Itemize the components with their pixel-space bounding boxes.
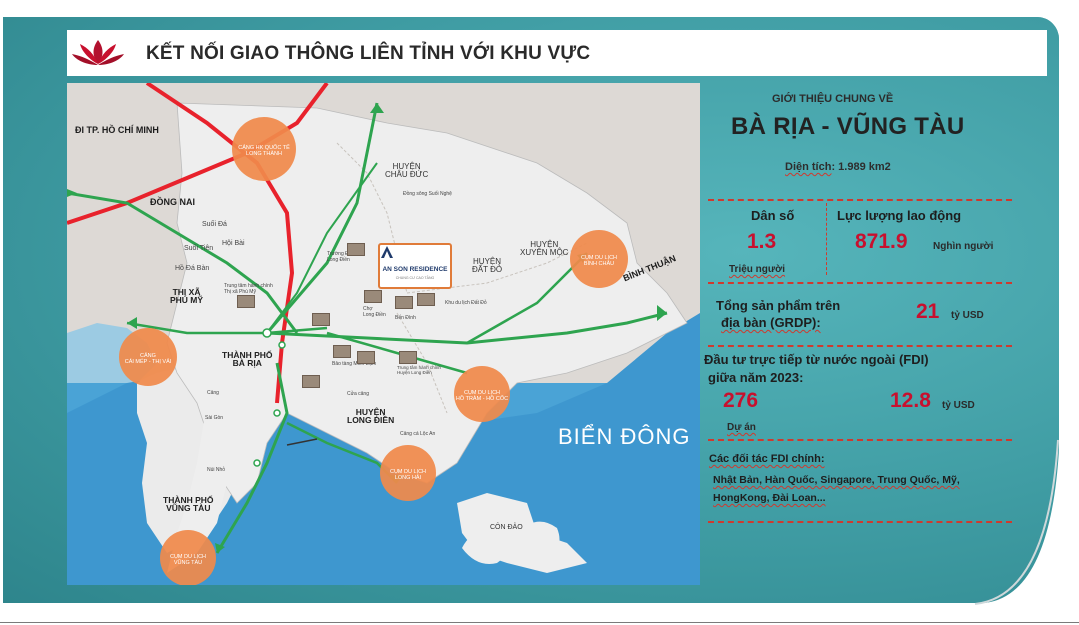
divider-vertical xyxy=(826,203,827,275)
fdi-label-line-1: Đầu tư trực tiếp từ nước ngoài (FDI) xyxy=(704,352,929,367)
info-panel: GIỚI THIỆU CHUNG VỀ BÀ RỊA - VŨNG TÀU Di… xyxy=(700,83,1050,583)
circle-airport-label: CẢNG HK QUỐC TẾ LONG THÀNH xyxy=(238,145,290,157)
place-cang: Cảng xyxy=(207,390,219,396)
circle-long-hai xyxy=(380,445,436,501)
divider xyxy=(708,345,1012,347)
label-thi-xa-phu-my: THỊ XÃ PHÚ MỸ xyxy=(170,287,204,305)
grdp-value: 21 xyxy=(916,300,940,323)
place-ho-da-ban: Hồ Đá Bàn xyxy=(175,265,210,272)
divider xyxy=(708,199,1012,201)
place-tthc-long-dien: Trung tâm hành chính Huyện Long Điền xyxy=(397,365,441,375)
fdi-label-line-2: giữa năm 2023: xyxy=(708,370,804,385)
population-unit: Triệu người xyxy=(729,264,786,275)
page-title: KẾT NỐI GIAO THÔNG LIÊN TỈNH VỚI KHU VỰC xyxy=(146,43,591,64)
divider xyxy=(708,439,1012,441)
circle-airport xyxy=(232,117,296,181)
divider xyxy=(708,282,1012,284)
place-nui-nho: Núi Nhỏ xyxy=(207,467,226,473)
place-suoi-tien: Suối Tiên xyxy=(184,245,214,252)
divider xyxy=(708,521,1012,523)
header-bar xyxy=(67,30,1047,76)
place-cang-ca-loc-an: Cảng cá Lộc An xyxy=(400,431,436,437)
label-tp-ba-ria: THÀNH PHỐ BÀ RỊA xyxy=(222,350,273,368)
photo-thumb xyxy=(347,243,365,256)
label-huyen-dat-do: HUYỆN ĐẤT ĐỎ xyxy=(472,257,503,274)
place-cua-cang: Cửa cảng xyxy=(347,391,369,397)
partners-label: Các đối tác FDI chính: xyxy=(709,453,825,465)
circle-ho-tram xyxy=(454,366,510,422)
place-ben-dinh: Bến Đình xyxy=(395,315,416,321)
fdi-projects-value: 276 xyxy=(723,389,759,412)
intro-label: GIỚI THIỆU CHUNG VỀ xyxy=(772,93,894,105)
fdi-unit: tỷ USD xyxy=(942,400,975,411)
photo-thumb xyxy=(302,375,320,388)
label-bien-dong: BIỂN ĐÔNG xyxy=(558,424,691,449)
circle-long-hai-label: CỤM DU LỊCH LONG HẢI xyxy=(389,469,427,481)
footer-rule xyxy=(0,622,1079,623)
grdp-unit: tỷ USD xyxy=(951,310,984,321)
map-graphic xyxy=(67,83,700,585)
label-di-tp-hcm: ĐI TP. HỒ CHÍ MINH xyxy=(75,125,159,135)
place-sai-gon: Sài Gòn xyxy=(205,415,224,421)
place-tthc-phu-my: Trung tâm hành chính Thị xã Phú Mỹ xyxy=(224,283,273,295)
population-label: Dân số xyxy=(751,208,795,223)
photo-thumb xyxy=(312,313,330,326)
label-huyen-long-dien: HUYỆN LONG ĐIỀN xyxy=(347,407,395,425)
photo-thumb xyxy=(395,296,413,309)
brand-subtitle: CHUNG CƯ CAO TẦNG xyxy=(395,276,435,280)
labor-value: 871.9 xyxy=(855,230,908,253)
place-cho-long-dien: Chợ Long Điền xyxy=(363,306,386,318)
place-suoi-da: Suối Đá xyxy=(202,221,227,228)
place-suoi-nghe: Đồng sông Suối Nghệ xyxy=(403,191,452,197)
labor-label: Lực lượng lao động xyxy=(837,208,962,223)
photo-thumb xyxy=(357,351,375,364)
place-du-lich-dat-do: Khu du lịch Đất Đỏ xyxy=(445,300,487,306)
circle-binh-chau-label: CỤM DU LỊCH BÌNH CHÂU xyxy=(580,255,618,267)
photo-thumb xyxy=(237,295,255,308)
regional-map: ĐI TP. HỒ CHÍ MINH ĐỒNG NAI BÌNH THUẬN B… xyxy=(67,83,700,585)
photo-thumb xyxy=(333,345,351,358)
circle-cai-mep xyxy=(119,328,177,386)
brand-mark-icon xyxy=(381,246,393,258)
area-label: Diện tích xyxy=(785,161,832,173)
place-bao-tang: Bảo tàng Minh Đạm xyxy=(332,361,377,367)
partners-line-1: Nhật Bản, Hàn Quốc, Singapore, Trung Quố… xyxy=(713,474,960,486)
population-value: 1.3 xyxy=(747,230,777,253)
label-huyen-chau-duc: HUYỆN CHÂU ĐỨC xyxy=(385,162,429,179)
circle-ho-tram-label: CỤM DU LỊCH HỒ TRÀM - HỒ CỐC xyxy=(455,390,509,402)
photo-thumb xyxy=(364,290,382,303)
grdp-label-line-2: địa bàn (GRDP): xyxy=(721,315,821,330)
fdi-value: 12.8 xyxy=(890,389,931,412)
photo-thumb xyxy=(399,351,417,364)
area-line: Diện tích: 1.989 km2 xyxy=(785,161,891,173)
grdp-label-text: địa bàn (GRDP): xyxy=(721,315,821,330)
partners-line-2: HongKong, Đài Loan... xyxy=(713,492,826,504)
brand-name: AN SON RESIDENCE xyxy=(382,266,448,273)
an-son-residence-brand[interactable]: AN SON RESIDENCE CHUNG CƯ CAO TẦNG xyxy=(378,243,452,289)
fdi-projects-unit: Dự án xyxy=(727,422,756,433)
lotus-logo-icon xyxy=(72,40,124,65)
photo-thumb xyxy=(417,293,435,306)
labor-unit: Nghìn người xyxy=(933,241,994,252)
partners-line-1-text: Nhật Bản, Hàn Quốc, Singapore, Trung Quố… xyxy=(713,474,960,486)
label-con-dao: CÔN ĐẢO xyxy=(490,524,523,531)
label-dong-nai: ĐỒNG NAI xyxy=(150,197,195,207)
label-huyen-xuyen-moc: HUYỆN XUYÊN MỘC xyxy=(520,240,569,257)
place-hoi-bai: Hội Bài xyxy=(222,240,245,247)
circle-vung-tau xyxy=(160,530,216,585)
partners-line-2-text: HongKong, Đài Loan... xyxy=(713,492,826,504)
partners-label-text: Các đối tác FDI chính: xyxy=(709,453,825,465)
grdp-label-line-1: Tổng sản phẩm trên xyxy=(716,298,841,313)
circle-binh-chau xyxy=(570,230,628,288)
circle-cai-mep-label: CẢNG CÁI MÉP - THỊ VẢI xyxy=(124,353,172,365)
area-value: : 1.989 km2 xyxy=(831,161,891,173)
province-title: BÀ RỊA - VŨNG TÀU xyxy=(731,113,965,140)
circle-vung-tau-label: CỤM DU LỊCH VŨNG TÀU xyxy=(169,554,207,566)
label-tp-vung-tau: THÀNH PHỐ VŨNG TÀU xyxy=(163,495,214,513)
